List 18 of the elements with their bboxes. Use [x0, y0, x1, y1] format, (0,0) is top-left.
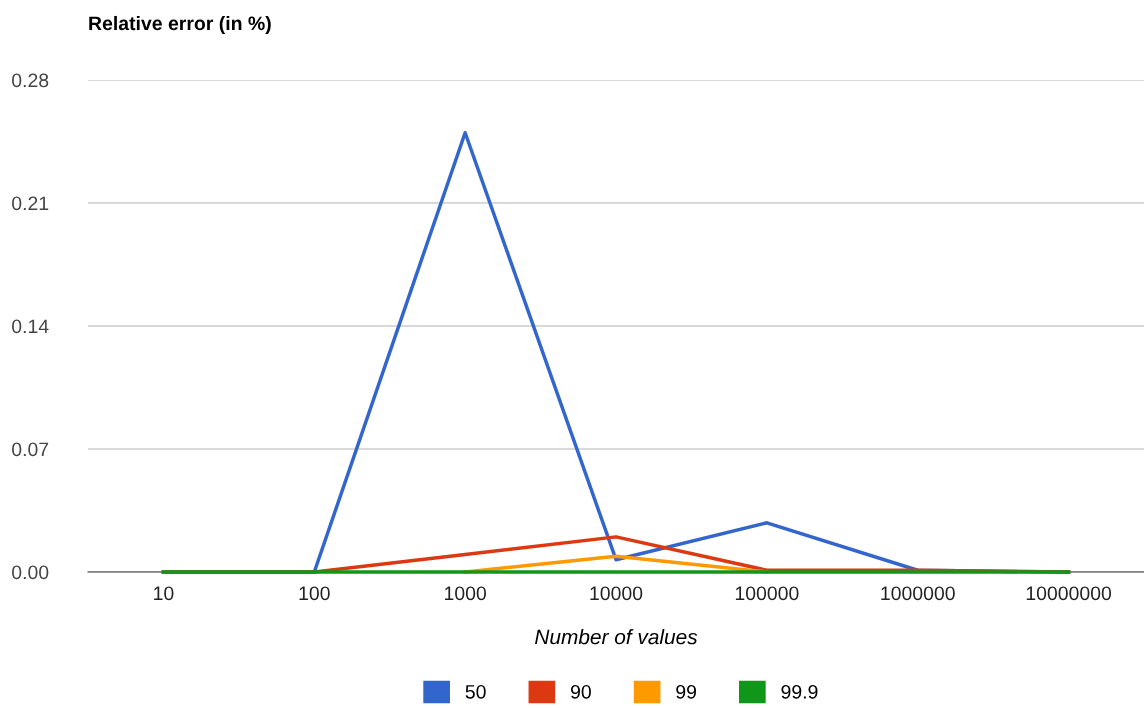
x-tick-label: 10: [154, 586, 174, 601]
x-tick-label: 1000: [445, 586, 487, 601]
legend-label: 90: [570, 684, 591, 699]
y-tick-label: 0.28: [12, 73, 49, 88]
y-tick-label: 0.00: [12, 565, 49, 580]
legend-label: 50: [465, 684, 486, 699]
legend-label: 99: [676, 684, 697, 699]
y-tick-label: 0.21: [12, 196, 49, 211]
x-tick-label: 1000000: [881, 586, 955, 601]
x-tick-label: 10000000: [1026, 586, 1112, 601]
x-tick-label: 100000: [735, 586, 799, 601]
y-tick-label: 0.14: [12, 319, 49, 334]
x-tick-label: 100: [299, 586, 330, 601]
chart-title: Relative error (in %): [89, 15, 271, 35]
x-tick-label: 10000: [590, 586, 643, 601]
y-tick-label: 0.07: [12, 442, 49, 457]
x-axis-title: Number of values: [535, 629, 698, 645]
legend-label: 99.9: [781, 684, 818, 699]
